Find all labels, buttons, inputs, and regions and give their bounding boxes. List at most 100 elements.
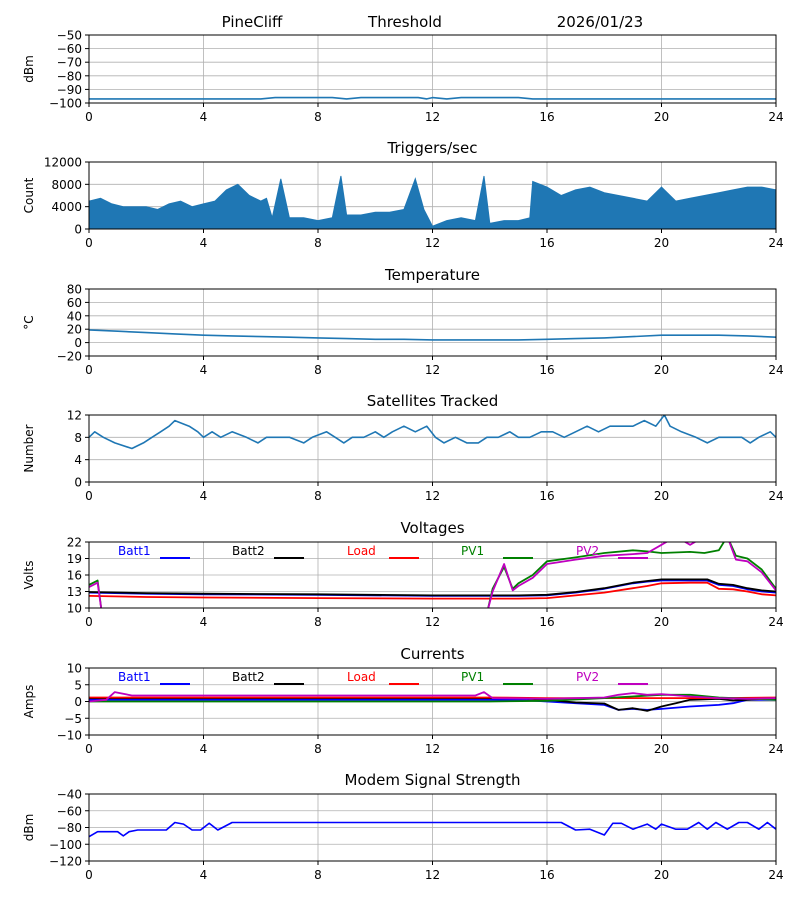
x-tick-label: 24 (768, 363, 783, 377)
x-tick-label: 16 (539, 868, 554, 882)
y-axis-label: Count (22, 177, 36, 213)
x-tick-label: 0 (85, 615, 93, 629)
x-tick-label: 8 (314, 615, 322, 629)
x-tick-label: 4 (200, 742, 208, 756)
y-tick-label: −10 (57, 729, 82, 743)
chart-title: Triggers/sec (387, 139, 478, 157)
header-date: 2026/01/23 (557, 13, 643, 31)
y-tick-label: 0 (74, 336, 82, 350)
y-tick-label: 12 (67, 409, 82, 423)
x-tick-label: 12 (425, 615, 440, 629)
x-tick-label: 4 (200, 110, 208, 124)
x-tick-label: 20 (654, 742, 669, 756)
x-tick-label: 0 (85, 110, 93, 124)
legend-label-batt1: Batt1 (118, 544, 151, 558)
x-tick-label: 12 (425, 236, 440, 250)
y-tick-label: 22 (67, 536, 82, 550)
x-tick-label: 0 (85, 489, 93, 503)
x-tick-label: 0 (85, 363, 93, 377)
y-tick-label: 4 (74, 453, 82, 467)
x-tick-label: 16 (539, 742, 554, 756)
x-tick-label: 24 (768, 742, 783, 756)
x-tick-label: 12 (425, 363, 440, 377)
y-tick-label: 80 (67, 283, 82, 297)
x-tick-label: 8 (314, 363, 322, 377)
chart-title: Currents (400, 645, 464, 663)
chart-title: Temperature (384, 266, 480, 284)
y-axis-label: °C (22, 315, 36, 329)
x-tick-label: 20 (654, 236, 669, 250)
y-tick-label: −100 (49, 97, 82, 111)
y-axis-label: Volts (22, 561, 36, 590)
y-tick-label: 10 (67, 662, 82, 676)
y-axis-label: dBm (22, 55, 36, 83)
series-line-pv2 (89, 691, 776, 703)
chart-title: Satellites Tracked (367, 392, 498, 410)
x-tick-label: 20 (654, 868, 669, 882)
y-tick-label: 8000 (51, 178, 82, 192)
chart-title: Voltages (400, 519, 464, 537)
y-axis-label: Amps (22, 685, 36, 719)
legend-label-batt1: Batt1 (118, 670, 151, 684)
y-tick-label: 0 (74, 695, 82, 709)
y-tick-label: 12000 (44, 156, 82, 170)
chart-panel-3: 0 4 8 12 16 20 24 0 4 8 12 Satellites Tracked Number (22, 392, 784, 503)
x-tick-label: 4 (200, 489, 208, 503)
x-tick-label: 8 (314, 236, 322, 250)
y-tick-label: −80 (57, 69, 82, 83)
series-area (89, 175, 776, 229)
series-line-0 (89, 415, 776, 450)
chart-panel-5: 0 4 8 12 16 20 24 −10 −5 0 5 10 Currents Amps Batt1 Bat… (22, 645, 784, 756)
x-tick-label: 0 (85, 868, 93, 882)
legend-label-load: Load (347, 544, 376, 558)
y-tick-label: 0 (74, 476, 82, 490)
legend-label-batt2: Batt2 (232, 670, 265, 684)
y-tick-label: 40 (67, 309, 82, 323)
x-tick-label: 16 (539, 363, 554, 377)
chart-panel-0: 0 4 8 12 16 20 24 −100−90−80−70−60−50 dBm (22, 29, 784, 125)
x-tick-label: 12 (425, 742, 440, 756)
legend-label-pv1: PV1 (461, 544, 484, 558)
y-tick-label: 19 (67, 552, 82, 566)
x-tick-label: 4 (200, 363, 208, 377)
y-tick-label: −70 (57, 56, 82, 70)
chart-panel-4: 0 4 8 12 16 20 24 10 13 16 19 22 Voltages Volts Batt1 B… (22, 519, 784, 629)
y-tick-label: 20 (67, 323, 82, 337)
x-tick-label: 0 (85, 236, 93, 250)
series-line-batt2 (89, 578, 776, 597)
y-tick-label: −60 (57, 804, 82, 818)
x-tick-label: 4 (200, 615, 208, 629)
x-tick-label: 24 (768, 868, 783, 882)
x-tick-label: 16 (539, 489, 554, 503)
y-tick-label: −40 (57, 788, 82, 802)
x-tick-label: 0 (85, 742, 93, 756)
y-axis-label: dBm (22, 814, 36, 842)
chart-title: Modem Signal Strength (345, 771, 521, 789)
legend-label-load: Load (347, 670, 376, 684)
x-tick-label: 4 (200, 868, 208, 882)
chart-panel-1: 0 4 8 12 16 20 24 0 4000 8000 12000 Triggers/sec Cou… (22, 139, 784, 250)
y-tick-label: −90 (57, 83, 82, 97)
x-tick-label: 8 (314, 110, 322, 124)
x-tick-label: 24 (768, 236, 783, 250)
x-tick-label: 20 (654, 615, 669, 629)
series-line-0 (89, 821, 776, 838)
y-tick-label: −50 (57, 29, 82, 43)
y-tick-label: 0 (74, 223, 82, 237)
legend-label-pv2: PV2 (576, 544, 599, 558)
x-tick-label: 24 (768, 110, 783, 124)
series-line-pv2 (89, 542, 776, 608)
y-tick-label: −20 (57, 350, 82, 364)
x-tick-label: 16 (539, 236, 554, 250)
y-tick-label: 5 (74, 678, 82, 692)
series-line-0 (89, 96, 776, 100)
header-mode: Threshold (367, 13, 442, 31)
y-tick-label: −80 (57, 821, 82, 835)
x-tick-label: 4 (200, 236, 208, 250)
x-tick-label: 20 (654, 110, 669, 124)
x-tick-label: 8 (314, 489, 322, 503)
y-tick-label: 8 (74, 431, 82, 445)
series-line-load (89, 581, 776, 600)
